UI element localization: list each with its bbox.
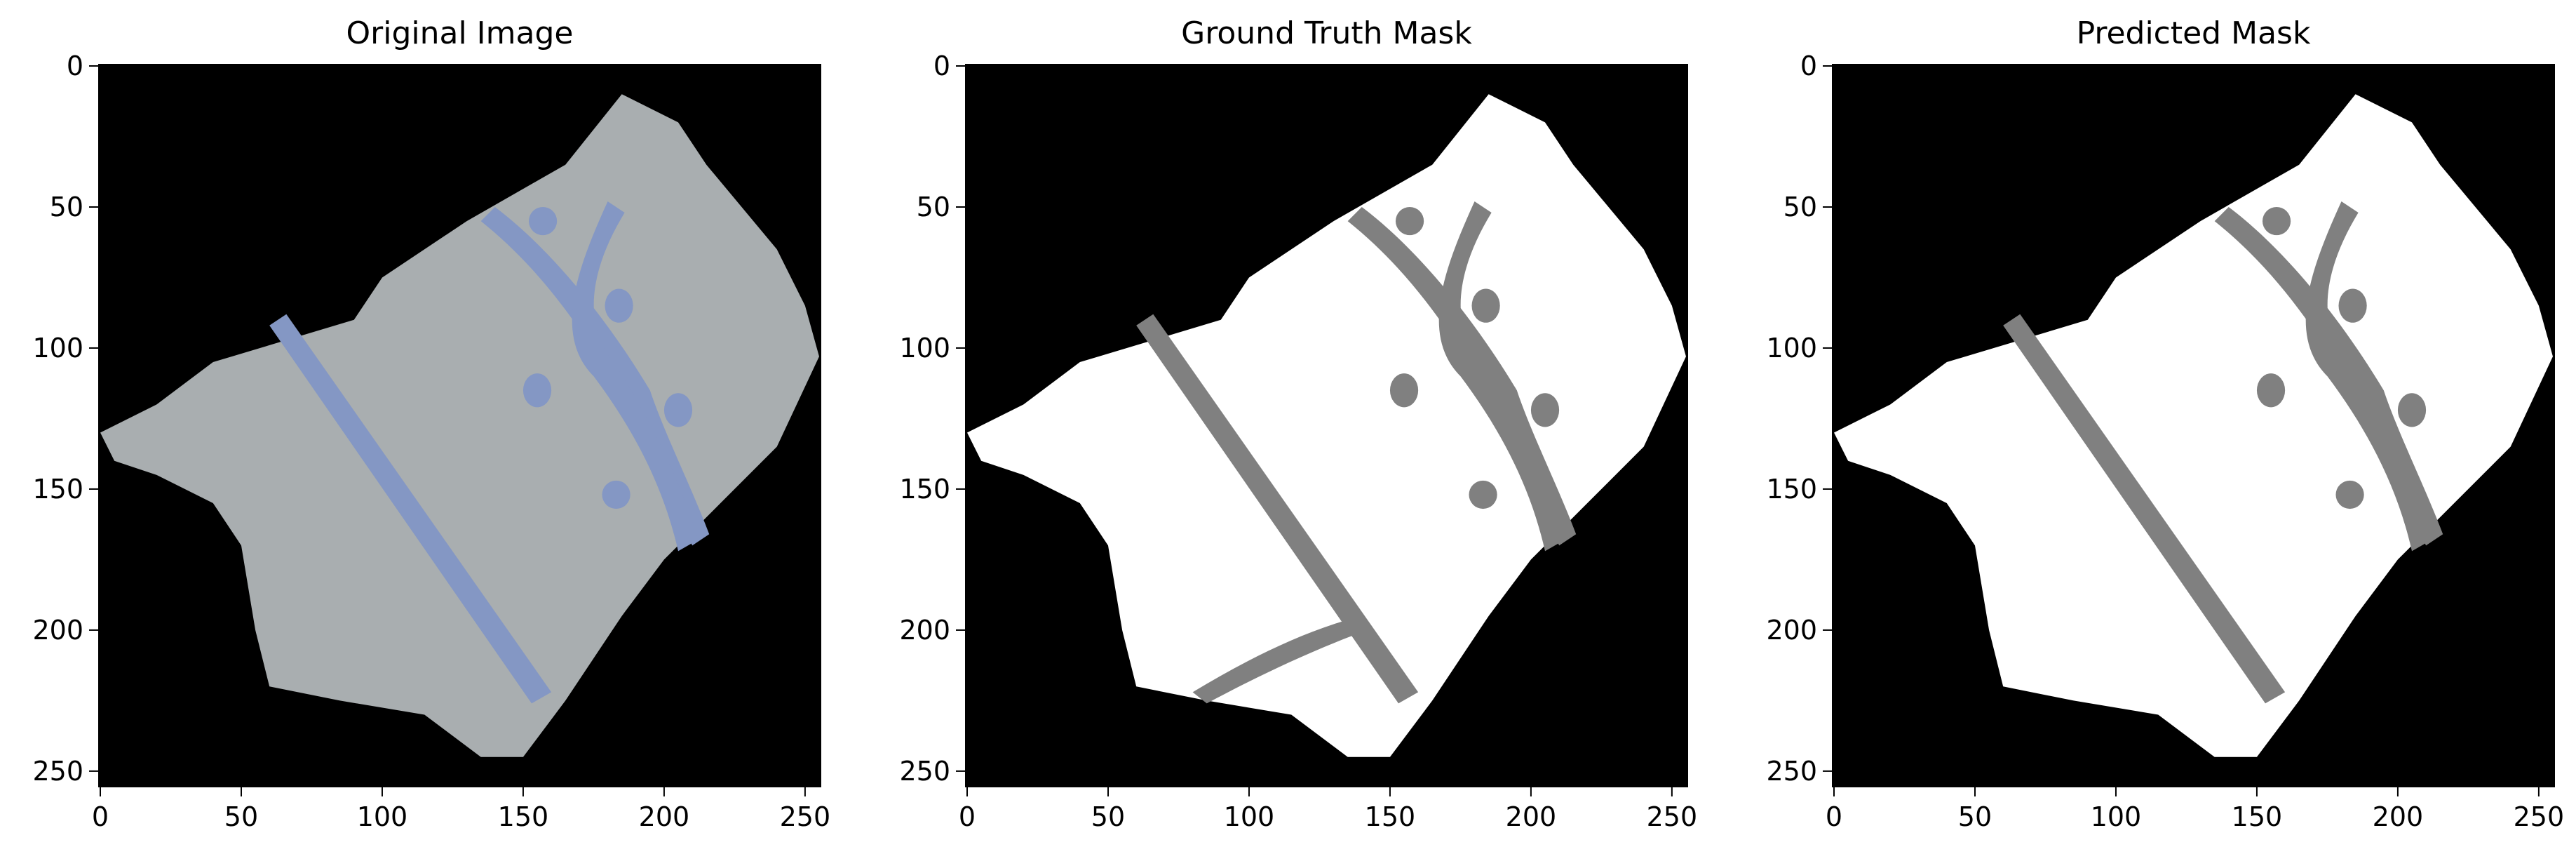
x-tick-label: 150 (498, 801, 549, 832)
y-tick-label: 100 (899, 333, 950, 363)
mask-pattern (1192, 615, 1368, 704)
x-tick-label: 150 (1365, 801, 1416, 832)
x-tick-label: 250 (2514, 801, 2565, 832)
axes-frame (965, 64, 1688, 787)
x-tick-label: 200 (1506, 801, 1557, 832)
y-tick-label: 0 (1800, 51, 1817, 81)
x-tick-label: 250 (780, 801, 831, 832)
panel-title: Original Image (346, 15, 574, 51)
y-tick-label: 150 (1766, 474, 1817, 505)
y-tick-label: 150 (899, 474, 950, 505)
y-tick-label: 100 (1766, 333, 1817, 363)
axes-frame (98, 64, 821, 787)
y-tick-label: 250 (899, 756, 950, 787)
y-tick-label: 0 (67, 51, 83, 81)
x-tick-label: 250 (1647, 801, 1698, 832)
x-tick-label: 50 (1958, 801, 1992, 832)
x-tick-label: 200 (639, 801, 690, 832)
y-tick-label: 150 (32, 474, 83, 505)
y-tick-label: 50 (50, 192, 83, 222)
y-tick-label: 50 (1783, 192, 1817, 222)
y-tick-label: 200 (1766, 615, 1817, 646)
x-tick-label: 100 (357, 801, 408, 832)
image-panel (967, 94, 1686, 757)
y-tick-label: 250 (32, 756, 83, 787)
x-tick-label: 100 (1224, 801, 1275, 832)
y-tick-label: 0 (933, 51, 950, 81)
x-tick-label: 50 (224, 801, 258, 832)
x-tick-label: 0 (959, 801, 976, 832)
x-tick-label: 100 (2091, 801, 2142, 832)
x-tick-label: 0 (92, 801, 109, 832)
panel-title: Predicted Mask (2077, 15, 2311, 51)
y-tick-label: 200 (899, 615, 950, 646)
y-tick-label: 50 (917, 192, 950, 222)
y-tick-label: 200 (32, 615, 83, 646)
axes-frame (1832, 64, 2555, 787)
x-tick-label: 50 (1091, 801, 1125, 832)
x-tick-label: 0 (1826, 801, 1842, 832)
panel-title: Ground Truth Mask (1181, 15, 1472, 51)
x-tick-label: 200 (2373, 801, 2424, 832)
y-tick-label: 100 (32, 333, 83, 363)
x-tick-label: 150 (2232, 801, 2283, 832)
y-tick-label: 250 (1766, 756, 1817, 787)
